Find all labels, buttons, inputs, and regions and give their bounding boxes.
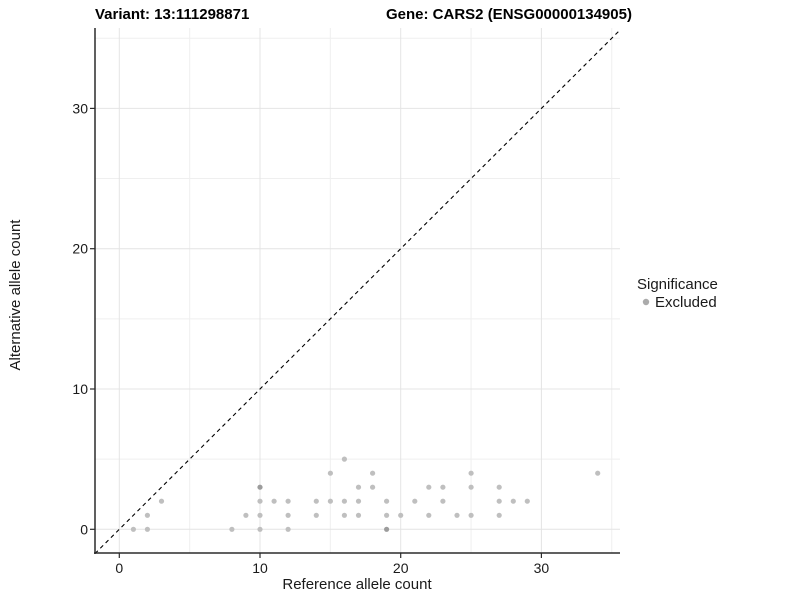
scatter-point — [454, 512, 460, 518]
scatter-point — [496, 498, 502, 504]
scatter-point — [327, 498, 333, 504]
scatter-point — [285, 512, 291, 518]
scatter-point — [257, 512, 263, 518]
scatter-point — [355, 484, 362, 490]
scatter-point — [426, 512, 432, 518]
x-tick-label: 10 — [252, 560, 268, 576]
scatter-point — [440, 484, 446, 490]
axis-lines-and-ticks — [90, 28, 620, 558]
legend: Significance Excluded — [637, 276, 718, 311]
data-points — [130, 456, 601, 532]
scatter-point — [468, 484, 474, 490]
scatter-point — [341, 512, 347, 518]
scatter-point — [510, 498, 516, 504]
legend-item-excluded: Excluded — [655, 294, 717, 311]
scatter-point — [257, 498, 263, 504]
scatter-point — [243, 512, 249, 518]
x-tick-label: 20 — [393, 560, 409, 576]
identity-line — [94, 29, 621, 554]
scatter-point — [285, 526, 291, 532]
x-axis-title: Reference allele count — [282, 576, 432, 593]
scatter-point — [384, 512, 390, 518]
scatter-point — [370, 484, 376, 490]
scatter-point — [257, 484, 263, 490]
scatter-point — [496, 484, 502, 490]
legend-excluded-marker-icon — [642, 298, 650, 306]
x-tick-label: 0 — [115, 560, 123, 576]
title-gene: Gene: CARS2 (ENSG00000134905) — [386, 6, 632, 23]
scatter-point — [341, 456, 347, 462]
scatter-point — [229, 526, 235, 532]
scatter-point — [440, 498, 446, 504]
gridlines — [95, 28, 620, 553]
scatter-point — [341, 498, 347, 504]
legend-title: Significance — [637, 276, 718, 293]
scatter-point — [285, 498, 291, 504]
scatter-point — [412, 498, 418, 504]
y-tick-label: 30 — [72, 100, 88, 116]
scatter-point — [496, 512, 502, 518]
y-tick-label: 10 — [72, 381, 88, 397]
scatter-point — [144, 526, 150, 532]
scatter-point — [130, 526, 136, 532]
tick-labels: 0 10 20 30 0 10 20 30 — [72, 100, 549, 576]
scatter-point — [355, 512, 362, 518]
identity-dashed-line — [94, 29, 621, 554]
scatter-point — [595, 470, 601, 476]
scatter-point — [398, 512, 404, 518]
scatter-point — [384, 498, 390, 504]
scatter-point — [327, 470, 333, 476]
scatter-point — [468, 470, 474, 476]
scatter-point — [313, 512, 319, 518]
scatter-point — [257, 526, 263, 532]
scatter-point — [426, 484, 432, 490]
y-tick-label: 0 — [80, 521, 88, 537]
scatter-point — [158, 498, 165, 504]
scatter-point — [524, 498, 530, 504]
scatter-point — [313, 498, 319, 504]
scatter-point — [468, 512, 474, 518]
scatter-point — [144, 512, 150, 518]
scatter-point — [370, 470, 376, 476]
scatter-point — [384, 526, 390, 532]
scatter-point — [271, 498, 277, 504]
scatter-point — [355, 498, 362, 504]
x-tick-label: 30 — [534, 560, 550, 576]
y-tick-label: 20 — [72, 241, 88, 257]
title-variant: Variant: 13:111298871 — [95, 6, 249, 23]
y-axis-title: Alternative allele count — [7, 219, 24, 371]
